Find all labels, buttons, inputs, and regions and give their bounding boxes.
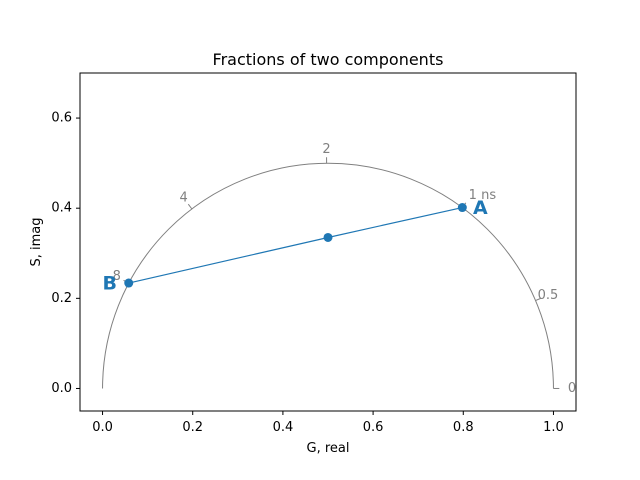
y-tick-label: 0.6 (51, 111, 72, 126)
data-point (323, 232, 333, 242)
lifetime-tick-label: 2 (322, 142, 330, 157)
lifetime-tick-label: 8 (113, 269, 121, 284)
x-tick-label: 0.2 (182, 420, 203, 435)
y-tick-label: 0.4 (51, 201, 72, 216)
x-tick-label: 0.4 (273, 420, 294, 435)
lifetime-tick-label: 0 (568, 381, 576, 396)
data-point (457, 203, 467, 213)
x-tick-label: 0.0 (92, 420, 113, 435)
lifetime-tick-label: 1 ns (469, 188, 497, 203)
y-tick-label: 0.2 (51, 291, 72, 306)
y-axis-label: S, imag (29, 217, 44, 266)
chart-title: Fractions of two components (213, 50, 444, 69)
lifetime-tick (187, 203, 193, 210)
lifetime-tick-label: 4 (180, 191, 188, 206)
x-tick-label: 1.0 (543, 420, 564, 435)
component-label: A (473, 197, 488, 219)
x-tick-label: 0.8 (453, 420, 474, 435)
lifetime-tick (535, 297, 542, 302)
x-axis-label: G, real (307, 441, 350, 456)
y-tick-label: 0.0 (51, 381, 72, 396)
lifetime-tick-label: 0.5 (538, 288, 559, 303)
mixture-line (128, 206, 463, 284)
data-point (124, 278, 134, 288)
component-label: B (103, 273, 117, 295)
x-tick-label: 0.6 (363, 420, 384, 435)
plot-frame (79, 72, 577, 412)
